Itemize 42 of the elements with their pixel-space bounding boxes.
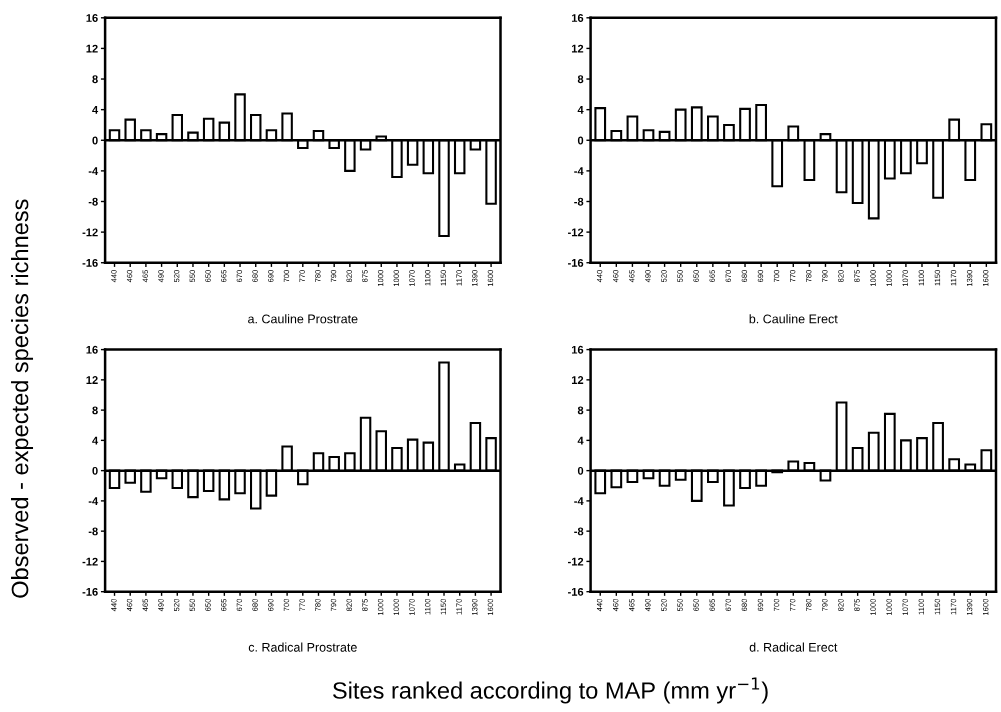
y-tick-label: -4 xyxy=(574,497,584,505)
y-tick-label: 0 xyxy=(577,136,584,145)
y-tick-label: -8 xyxy=(88,527,98,536)
y-tick-label: -12 xyxy=(568,557,584,566)
y-tick-label: 4 xyxy=(577,106,584,114)
y-tick-label: 0 xyxy=(92,466,98,475)
y-tick-label: -4 xyxy=(88,167,99,175)
y-tick-label: -12 xyxy=(82,228,98,237)
y-tick-label: 8 xyxy=(92,75,98,84)
y-tick-label: -16 xyxy=(568,259,584,267)
y-tick-label: -8 xyxy=(88,197,98,206)
y-tick-label: 12 xyxy=(86,376,98,384)
y-tick-label: -12 xyxy=(82,557,98,566)
text: c. Radical Prostrate xyxy=(248,642,357,652)
y-axis-title: Observed - expected species richness xyxy=(11,199,34,598)
y-tick-label: 16 xyxy=(571,14,584,22)
y-tick-label: 16 xyxy=(571,345,584,354)
text: b. Cauline Erect xyxy=(749,314,838,324)
y-tick-label: -8 xyxy=(574,527,584,536)
y-tick-label: 16 xyxy=(86,345,98,354)
y-tick-label: 0 xyxy=(577,466,584,475)
y-tick-label: 0 xyxy=(92,136,98,145)
y-tick-label: 16 xyxy=(86,14,98,22)
y-tick-label: -4 xyxy=(88,497,99,505)
y-tick-label: -12 xyxy=(568,228,584,237)
y-tick-label: -16 xyxy=(82,259,98,267)
y-tick-label: 8 xyxy=(577,75,584,84)
text: d. Radical Erect xyxy=(749,642,838,652)
y-tick-label: 4 xyxy=(92,436,99,445)
y-tick-label: 4 xyxy=(92,106,99,114)
y-tick-label: 12 xyxy=(571,44,584,53)
y-tick-label: -4 xyxy=(574,167,584,175)
y-tick-label: 12 xyxy=(571,376,584,384)
y-tick-label: 4 xyxy=(577,436,584,445)
y-tick-label: -16 xyxy=(82,587,98,596)
x-axis-title: Sites ranked according to MAP (mm yr$^{−1}$) xyxy=(332,677,768,704)
y-tick-label: 8 xyxy=(92,406,98,415)
text: a. Cauline Prostrate xyxy=(248,314,358,324)
y-tick-label: -16 xyxy=(568,587,584,596)
y-tick-label: 12 xyxy=(86,44,98,53)
y-tick-label: -8 xyxy=(574,197,584,206)
y-tick-label: 8 xyxy=(577,406,584,415)
